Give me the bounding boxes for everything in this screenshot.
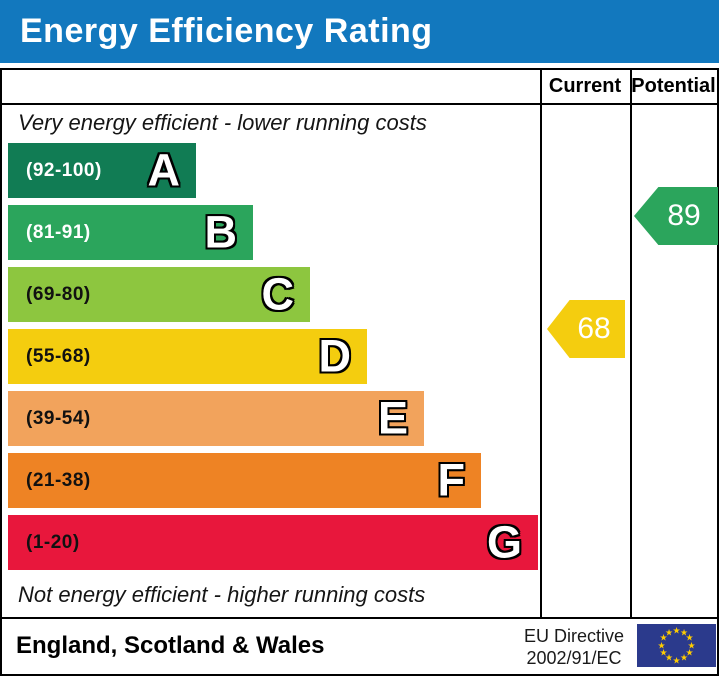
band-range-label: (69-80)	[26, 283, 91, 305]
header-underline	[2, 103, 717, 105]
eu-flag-star: ★	[657, 640, 666, 650]
eu-flag-star: ★	[659, 647, 668, 658]
eu-flag-star: ★	[664, 652, 674, 663]
eu-flag-star: ★	[687, 640, 696, 650]
eu-directive-label: EU Directive 2002/91/EC	[524, 625, 624, 669]
band-D: (55-68) D	[8, 329, 367, 384]
eu-directive-line1: EU Directive	[523, 626, 624, 646]
rating-table: Current Potential Very energy efficient …	[0, 68, 719, 676]
eu-flag-star: ★	[685, 632, 694, 643]
column-header-potential: Potential	[631, 75, 716, 97]
band-letter: B	[204, 206, 238, 258]
band-letter: G	[486, 516, 522, 568]
band-B: (81-91) B	[8, 205, 253, 260]
divider-potential-column	[630, 70, 632, 617]
band-F: (21-38) F	[8, 453, 481, 508]
band-range-label: (21-38)	[26, 469, 91, 491]
band-letter: D	[318, 330, 352, 382]
top-note: Very energy efficient - lower running co…	[18, 110, 427, 135]
current-rating-value: 68	[577, 312, 611, 345]
eu-flag-star: ★	[664, 627, 674, 637]
eu-flag-star: ★	[659, 632, 668, 643]
band-range-label: (55-68)	[26, 345, 91, 367]
band-range-label: (92-100)	[26, 159, 102, 181]
eu-flag-star: ★	[685, 647, 694, 658]
eu-flag-star: ★	[672, 655, 681, 665]
divider-current-column	[540, 70, 542, 617]
eu-flag-icon: ★ ★ ★ ★ ★ ★ ★ ★ ★ ★ ★ ★	[637, 624, 716, 667]
band-letter: C	[261, 268, 295, 320]
band-C: (69-80) C	[8, 267, 310, 322]
band-range-label: (1-20)	[26, 531, 80, 553]
band-G: (1-20) G	[8, 515, 538, 570]
band-letter: A	[147, 144, 181, 196]
eu-directive-line2: 2002/91/EC	[526, 648, 622, 668]
bottom-note: Not energy efficient - higher running co…	[18, 582, 426, 607]
band-range-label: (81-91)	[26, 221, 91, 243]
eu-flag-star: ★	[672, 625, 681, 635]
eu-flag-star: ★	[679, 627, 689, 637]
eu-flag-star: ★	[679, 652, 689, 663]
title-bar: Energy Efficiency Rating	[0, 0, 719, 63]
potential-rating-value: 89	[667, 199, 701, 232]
band-A: (92-100) A	[8, 143, 196, 198]
band-letter: E	[377, 392, 408, 444]
potential-rating-arrow: 89	[634, 187, 718, 245]
footer-topline	[2, 617, 717, 619]
band-letter: F	[437, 454, 466, 506]
band-range-label: (39-54)	[26, 407, 91, 429]
current-rating-arrow: 68	[547, 300, 625, 358]
column-header-current: Current	[548, 75, 622, 97]
page-title: Energy Efficiency Rating	[20, 12, 433, 50]
band-E: (39-54) E	[8, 391, 424, 446]
footer-region-label: England, Scotland & Wales	[16, 632, 325, 659]
